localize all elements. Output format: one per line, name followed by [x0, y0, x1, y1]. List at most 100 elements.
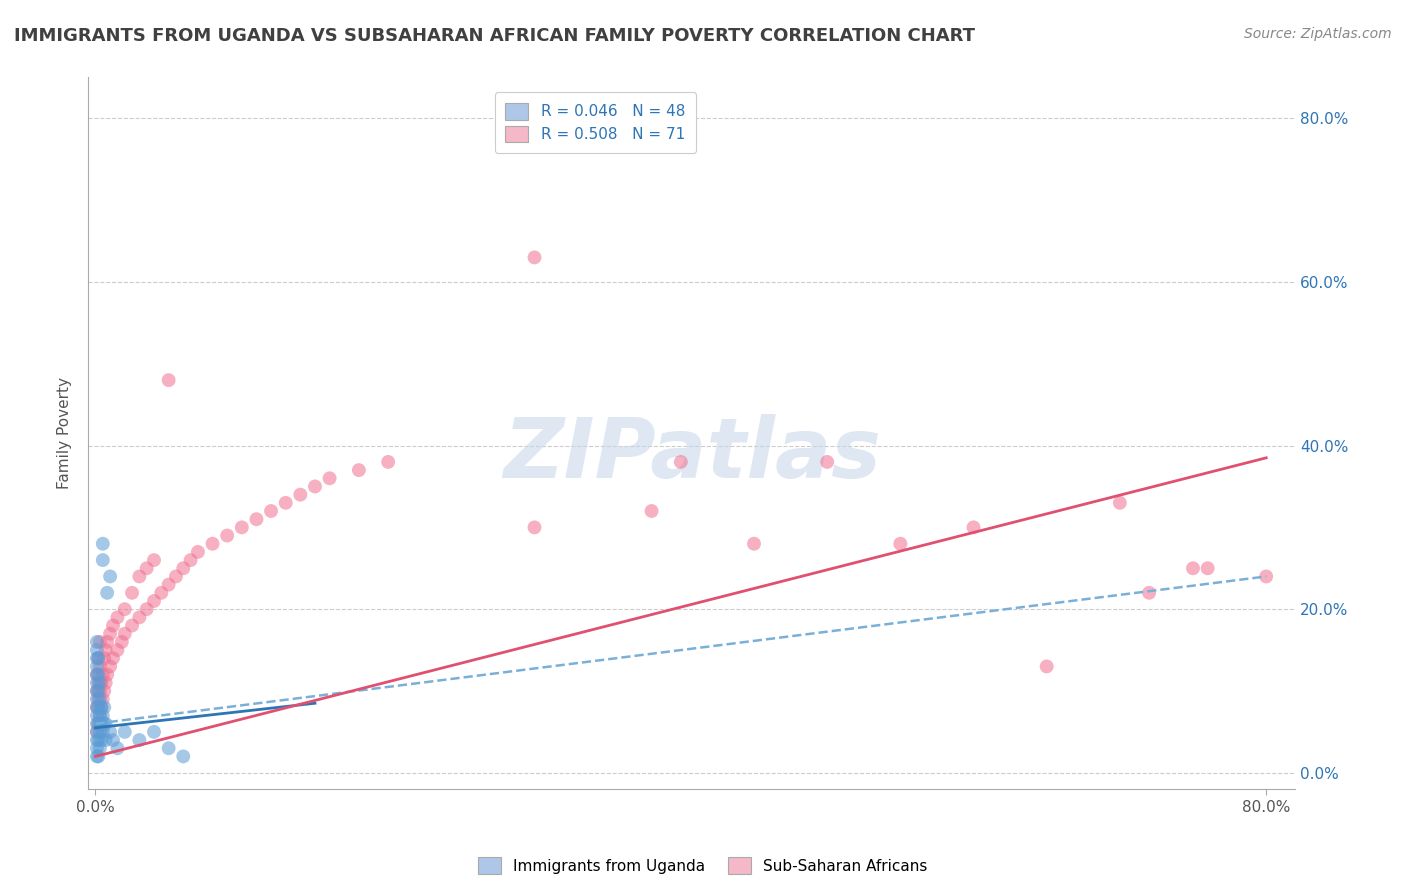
Point	[157, 373, 180, 387]
Point	[304, 479, 326, 493]
Point	[89, 635, 111, 649]
Point	[94, 716, 117, 731]
Point	[86, 635, 108, 649]
Point	[1035, 659, 1057, 673]
Point	[86, 684, 108, 698]
Point	[245, 512, 267, 526]
Point	[86, 667, 108, 681]
Point	[91, 553, 114, 567]
Point	[91, 692, 114, 706]
Point	[157, 577, 180, 591]
Point	[86, 741, 108, 756]
Point	[172, 561, 194, 575]
Point	[107, 610, 129, 624]
Point	[187, 545, 209, 559]
Point	[377, 455, 399, 469]
Point	[90, 675, 112, 690]
Point	[114, 724, 136, 739]
Point	[114, 626, 136, 640]
Point	[87, 749, 110, 764]
Point	[523, 251, 546, 265]
Point	[157, 741, 180, 756]
Point	[98, 569, 121, 583]
Point	[89, 708, 111, 723]
Point	[172, 749, 194, 764]
Point	[128, 610, 150, 624]
Text: IMMIGRANTS FROM UGANDA VS SUBSAHARAN AFRICAN FAMILY POVERTY CORRELATION CHART: IMMIGRANTS FROM UGANDA VS SUBSAHARAN AFR…	[14, 27, 974, 45]
Point	[98, 724, 121, 739]
Point	[165, 569, 187, 583]
Point	[93, 684, 115, 698]
Point	[86, 684, 108, 698]
Point	[274, 496, 297, 510]
Point	[86, 724, 108, 739]
Point	[318, 471, 340, 485]
Point	[121, 618, 143, 632]
Point	[98, 659, 121, 673]
Point	[815, 455, 838, 469]
Point	[114, 602, 136, 616]
Point	[1197, 561, 1219, 575]
Point	[669, 455, 692, 469]
Point	[143, 724, 166, 739]
Point	[143, 594, 166, 608]
Point	[87, 675, 110, 690]
Point	[121, 586, 143, 600]
Point	[96, 635, 118, 649]
Point	[86, 643, 108, 657]
Text: ZIPatlas: ZIPatlas	[503, 414, 880, 495]
Point	[86, 692, 108, 706]
Point	[93, 651, 115, 665]
Point	[86, 700, 108, 714]
Point	[1108, 496, 1130, 510]
Legend: Immigrants from Uganda, Sub-Saharan Africans: Immigrants from Uganda, Sub-Saharan Afri…	[472, 851, 934, 880]
Point	[150, 586, 173, 600]
Point	[89, 659, 111, 673]
Point	[91, 667, 114, 681]
Point	[87, 651, 110, 665]
Point	[1182, 561, 1205, 575]
Y-axis label: Family Poverty: Family Poverty	[58, 377, 72, 490]
Point	[86, 716, 108, 731]
Point	[889, 537, 911, 551]
Point	[87, 716, 110, 731]
Point	[87, 667, 110, 681]
Point	[86, 651, 108, 665]
Point	[96, 667, 118, 681]
Point	[89, 684, 111, 698]
Point	[290, 488, 312, 502]
Point	[86, 659, 108, 673]
Point	[640, 504, 662, 518]
Point	[89, 692, 111, 706]
Point	[89, 724, 111, 739]
Point	[87, 733, 110, 747]
Point	[89, 708, 111, 723]
Point	[107, 643, 129, 657]
Point	[962, 520, 984, 534]
Point	[96, 586, 118, 600]
Point	[86, 700, 108, 714]
Point	[107, 741, 129, 756]
Point	[90, 716, 112, 731]
Point	[128, 569, 150, 583]
Point	[87, 651, 110, 665]
Point	[217, 528, 239, 542]
Point	[523, 520, 546, 534]
Point	[101, 651, 124, 665]
Point	[93, 700, 115, 714]
Point	[89, 675, 111, 690]
Point	[94, 733, 117, 747]
Point	[1137, 586, 1160, 600]
Legend: R = 0.046   N = 48, R = 0.508   N = 71: R = 0.046 N = 48, R = 0.508 N = 71	[495, 92, 696, 153]
Point	[742, 537, 765, 551]
Point	[87, 716, 110, 731]
Point	[94, 643, 117, 657]
Point	[201, 537, 224, 551]
Point	[91, 537, 114, 551]
Point	[111, 635, 134, 649]
Point	[87, 700, 110, 714]
Point	[86, 667, 108, 681]
Point	[87, 684, 110, 698]
Point	[89, 741, 111, 756]
Point	[87, 692, 110, 706]
